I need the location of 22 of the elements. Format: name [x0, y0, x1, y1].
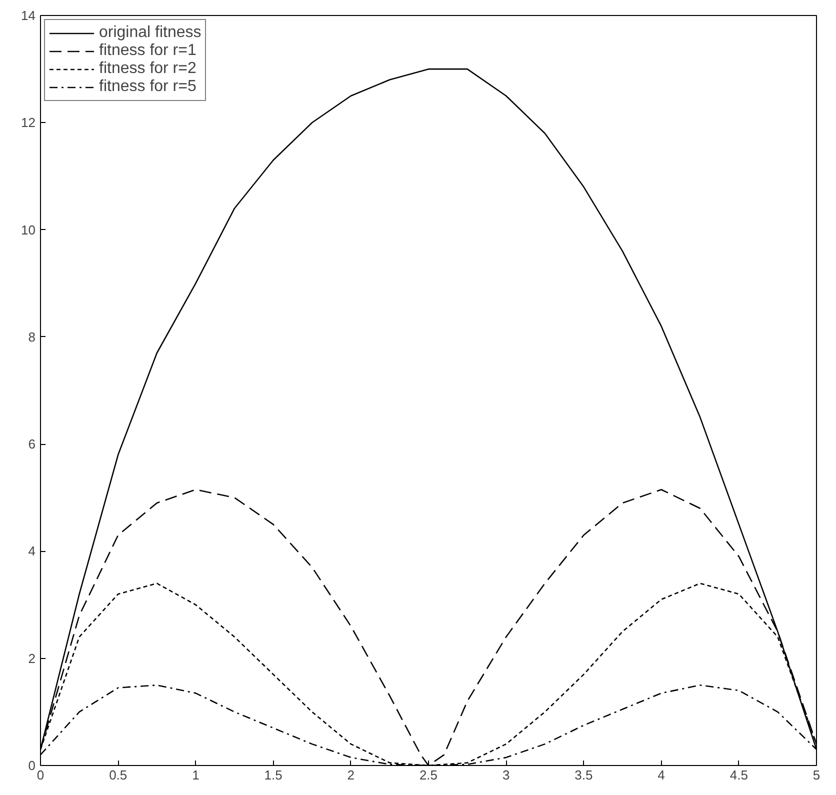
- y-tick-label: 12: [21, 115, 36, 130]
- y-tick-label: 14: [21, 8, 36, 23]
- x-tick-label: 4: [658, 768, 665, 782]
- legend-label: fitness for r=2: [99, 60, 196, 78]
- y-tick-label: 4: [28, 544, 36, 559]
- x-tick-label: 3.5: [574, 768, 593, 782]
- x-tick-label: 1.5: [264, 768, 282, 782]
- legend-label: fitness for r=1: [99, 42, 196, 60]
- y-tick-label: 8: [28, 329, 36, 344]
- y-tick-label: 10: [21, 222, 36, 238]
- x-tick-label: 2: [347, 768, 355, 782]
- x-tick-label: 4.5: [730, 768, 748, 782]
- x-tick-label: 3: [502, 768, 510, 782]
- x-tick-label: 0.5: [109, 768, 128, 782]
- legend-label: original fitness: [99, 24, 202, 42]
- legend-label: fitness for r=5: [99, 78, 196, 96]
- y-tick-label: 2: [28, 650, 36, 666]
- x-tick-label: 1: [192, 768, 200, 782]
- y-tick-label: 6: [28, 436, 36, 452]
- y-tick-label: 0: [28, 758, 36, 773]
- x-tick-label: 5: [812, 768, 820, 782]
- x-tick-label: 2.5: [419, 768, 438, 782]
